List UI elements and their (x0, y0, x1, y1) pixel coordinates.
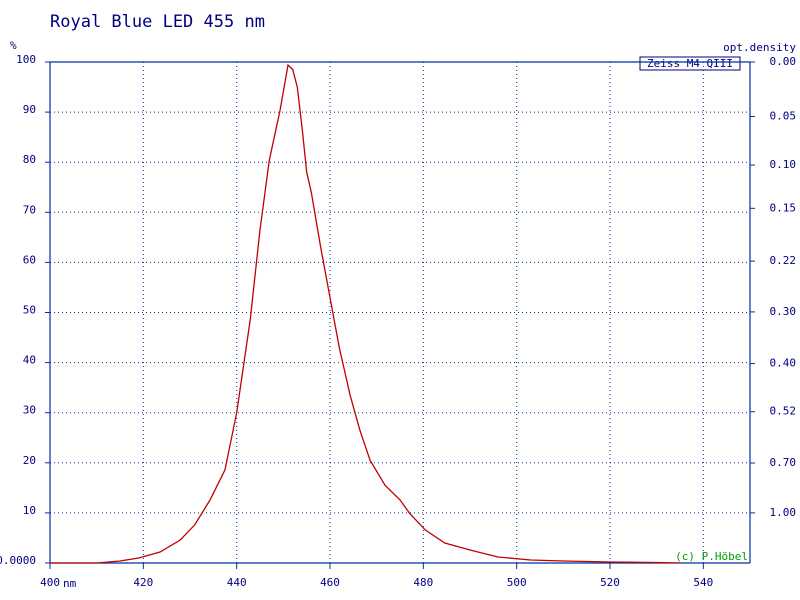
y-tick-label: 10 (23, 504, 36, 517)
y2-tick-label: 0.40 (770, 357, 797, 370)
chart-title: Royal Blue LED 455 nm (50, 12, 265, 32)
y-tick-label: 100 (16, 53, 36, 66)
credit: (c) P.Höbel (675, 550, 748, 563)
y-tick-label: 30 (23, 404, 36, 417)
x-tick-label: 400 (40, 576, 60, 589)
y2-tick-label: 0.22 (770, 254, 797, 267)
y2-tick-label: 0.70 (770, 456, 797, 469)
x-tick-label: 440 (227, 576, 247, 589)
x-tick-label: 520 (600, 576, 620, 589)
y-tick-label: 50 (23, 304, 36, 317)
y2-tick-label: 0.10 (770, 158, 797, 171)
y2-tick-label: 0.15 (770, 201, 797, 214)
y-tick-label: 70 (23, 203, 36, 216)
data-line (50, 63, 681, 564)
legend-box (639, 56, 741, 71)
x-tick-label: 420 (133, 576, 153, 589)
x-tick-label: 480 (413, 576, 433, 589)
y2-tick-label: 0.00 (770, 55, 797, 68)
x-tick-label: 460 (320, 576, 340, 589)
y-tick-label: 60 (23, 253, 36, 266)
y-tick-label: 20 (23, 454, 36, 467)
y-tick-label: 40 (23, 354, 36, 367)
y2-axis-label: opt.density (723, 41, 796, 54)
y2-tick-label: 0.52 (770, 405, 797, 418)
y-axis-label: % (10, 39, 17, 52)
legend-text: Zeiss M4 QIII (647, 57, 733, 70)
y-tick-label: 90 (23, 103, 36, 116)
y2-tick-label: 0.30 (770, 305, 797, 318)
y2-tick-label: 1.00 (770, 506, 797, 519)
x-tick-label: 500 (507, 576, 527, 589)
y-tick-label: 80 (23, 153, 36, 166)
x-tick-label: 540 (693, 576, 713, 589)
y2-tick-label: 0.05 (770, 109, 797, 122)
x-axis-label: nm (63, 577, 77, 590)
y-tick-label: 0.0000 (0, 554, 36, 567)
